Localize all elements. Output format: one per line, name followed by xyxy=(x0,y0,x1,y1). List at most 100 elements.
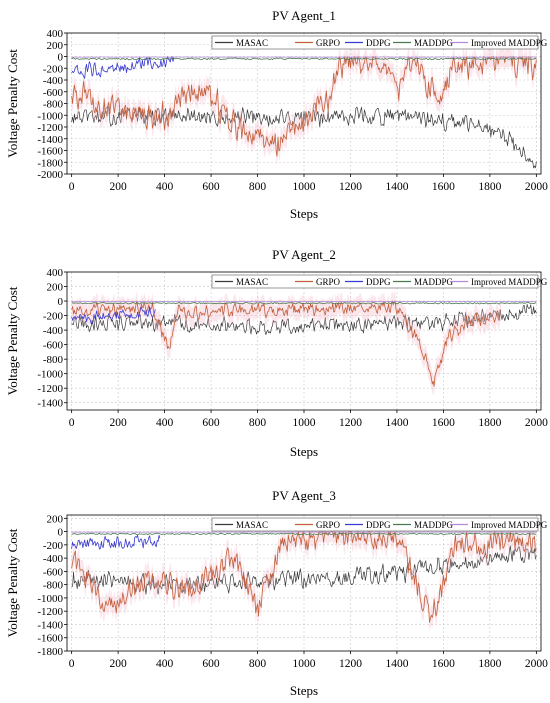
x-tick-label: 600 xyxy=(202,417,220,429)
y-tick-label: -1600 xyxy=(37,146,63,158)
y-tick-label: -1000 xyxy=(37,110,63,122)
y-axis-label: Voltage Penalty Cost xyxy=(5,49,20,158)
legend-label: MADDPG xyxy=(414,277,454,287)
legend-label: MASAC xyxy=(236,38,268,48)
y-tick-label: -400 xyxy=(43,325,64,337)
y-tick-label: -800 xyxy=(43,99,64,111)
legend-label: Improved MADDPG xyxy=(471,277,548,287)
x-tick-label: 1200 xyxy=(339,417,362,429)
y-tick-label: -1000 xyxy=(37,593,63,605)
y-tick-label: -1200 xyxy=(37,122,63,134)
y-tick-label: -800 xyxy=(43,580,64,592)
x-tick-label: 200 xyxy=(109,181,127,193)
y-tick-label: -2000 xyxy=(37,169,63,181)
x-tick-label: 1200 xyxy=(339,181,362,193)
series-line-grpo xyxy=(71,531,537,623)
legend-label: Improved MADDPG xyxy=(471,38,548,48)
series-line-ddpg xyxy=(71,306,156,325)
series-band-grpo xyxy=(71,521,537,633)
x-tick-label: 1800 xyxy=(478,658,501,670)
series-line-maddpg xyxy=(71,302,537,305)
x-axis-label: Steps xyxy=(290,206,318,221)
y-tick-label: -1800 xyxy=(37,157,63,169)
y-tick-label: -600 xyxy=(43,566,64,578)
y-tick-label: -200 xyxy=(43,311,64,323)
legend-label: DDPG xyxy=(366,277,391,287)
x-tick-label: 2000 xyxy=(525,417,548,429)
y-axis-label: Voltage Penalty Cost xyxy=(5,528,20,637)
series-band-grpo xyxy=(71,46,537,167)
legend-label: DDPG xyxy=(366,38,391,48)
legend-label: MADDPG xyxy=(414,520,454,530)
x-tick-label: 1800 xyxy=(478,417,501,429)
x-tick-label: 600 xyxy=(202,658,220,670)
x-axis-label: Steps xyxy=(290,444,318,459)
x-tick-label: 0 xyxy=(69,658,75,670)
legend-label: MADDPG xyxy=(414,38,454,48)
chart-panel-3: PV Agent_3 0 200 400 600 800 1000 1200 1400 1600 1… xyxy=(5,488,548,698)
y-tick-label: -600 xyxy=(43,340,64,352)
y-tick-label: 200 xyxy=(47,513,64,525)
y-tick-label: -1200 xyxy=(37,383,63,395)
x-tick-label: 1000 xyxy=(293,181,316,193)
legend: MASAC GRPO DDPG MADDPG Improved MADDPG xyxy=(211,517,548,532)
legend-label: Improved MADDPG xyxy=(471,520,548,530)
x-tick-label: 1400 xyxy=(385,417,408,429)
legend-label: GRPO xyxy=(316,520,341,530)
y-tick-label: -200 xyxy=(43,63,64,75)
x-tick-label: 2000 xyxy=(525,181,548,193)
legend-label: MASAC xyxy=(236,277,268,287)
x-tick-label: 200 xyxy=(109,658,127,670)
series-line-maddpg xyxy=(71,532,537,536)
legend-box xyxy=(211,517,539,532)
y-tick-label: -1400 xyxy=(37,619,63,631)
x-tick-label: 1000 xyxy=(293,417,316,429)
legend: MASAC GRPO DDPG MADDPG Improved MADDPG xyxy=(211,35,548,50)
x-tick-label: 1600 xyxy=(432,417,455,429)
legend-label: DDPG xyxy=(366,520,391,530)
y-tick-label: -200 xyxy=(43,540,64,552)
x-tick-label: 1400 xyxy=(385,181,408,193)
x-tick-label: 800 xyxy=(249,658,267,670)
y-tick-label: -400 xyxy=(43,75,64,87)
x-tick-label: 1600 xyxy=(432,658,455,670)
y-tick-label: 200 xyxy=(47,282,64,294)
x-tick-label: 400 xyxy=(156,417,174,429)
x-tick-label: 600 xyxy=(202,181,220,193)
series-line-maddpg xyxy=(71,57,537,61)
y-tick-label: -600 xyxy=(43,87,64,99)
chart-title: PV Agent_3 xyxy=(272,488,336,503)
chart-title: PV Agent_2 xyxy=(272,247,336,262)
chart-panel-1: PV Agent_10 200 400 600 800 1000 1200 1400 1600 1… xyxy=(5,8,548,221)
legend-label: GRPO xyxy=(316,277,341,287)
series-line-masac xyxy=(71,304,537,336)
series-band-grpo xyxy=(71,291,501,397)
series-line-ddpg xyxy=(71,534,161,550)
x-tick-label: 1000 xyxy=(293,658,316,670)
y-tick-label: 0 xyxy=(58,527,64,539)
x-tick-label: 800 xyxy=(249,181,267,193)
y-tick-label: -800 xyxy=(43,354,64,366)
chart-panel-2: PV Agent_2 0 200 400 600 800 1000 1200 1400 1600 1… xyxy=(5,247,548,459)
legend-box xyxy=(211,35,539,50)
plot-area xyxy=(71,46,537,169)
chart-title: PV Agent_1 xyxy=(272,8,336,23)
y-tick-label: -1000 xyxy=(37,369,63,381)
plot-area xyxy=(71,521,537,633)
y-axis-label: Voltage Penalty Cost xyxy=(5,286,20,395)
x-tick-label: 400 xyxy=(156,658,174,670)
x-axis-label: Steps xyxy=(290,683,318,698)
y-tick-label: -1200 xyxy=(37,606,63,618)
y-tick-label: -1600 xyxy=(37,633,63,645)
series-line-grpo xyxy=(71,56,537,157)
y-tick-label: 0 xyxy=(58,52,64,64)
legend-label: GRPO xyxy=(316,38,341,48)
series-line-ddpg xyxy=(71,56,175,79)
y-tick-label: -1400 xyxy=(37,134,63,146)
legend-label: MASAC xyxy=(236,520,268,530)
x-tick-label: 1600 xyxy=(432,181,455,193)
y-tick-label: 400 xyxy=(47,28,64,40)
y-tick-label: 400 xyxy=(47,267,64,279)
y-tick-label: -1800 xyxy=(37,646,63,658)
